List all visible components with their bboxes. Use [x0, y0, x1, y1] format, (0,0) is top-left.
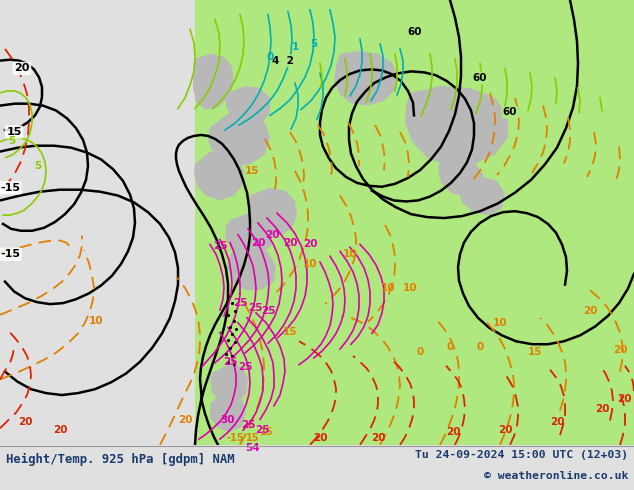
Text: 25: 25 [241, 420, 256, 430]
Text: 0: 0 [446, 342, 453, 352]
Text: 20: 20 [53, 425, 67, 435]
Text: 20: 20 [18, 417, 32, 427]
Text: 20: 20 [583, 306, 597, 316]
Polygon shape [226, 86, 270, 125]
Text: 20: 20 [595, 404, 609, 414]
Text: 10: 10 [381, 283, 395, 294]
Text: 20: 20 [612, 345, 627, 355]
Text: 5: 5 [311, 39, 318, 49]
Text: 4  2: 4 2 [272, 56, 294, 66]
Polygon shape [405, 86, 508, 166]
Text: 0: 0 [266, 52, 274, 62]
Polygon shape [334, 51, 398, 106]
Text: 10: 10 [303, 259, 317, 269]
Text: 25: 25 [261, 306, 275, 316]
Text: 60: 60 [473, 73, 488, 83]
Polygon shape [248, 188, 297, 236]
Text: 20: 20 [371, 433, 385, 443]
Polygon shape [228, 246, 276, 291]
Text: 20: 20 [15, 63, 30, 74]
Text: 20: 20 [283, 238, 297, 247]
Text: 25: 25 [233, 298, 247, 308]
Text: 5: 5 [8, 136, 16, 146]
Polygon shape [458, 176, 505, 215]
Polygon shape [225, 213, 272, 257]
Text: 20: 20 [178, 416, 192, 425]
Text: 15: 15 [246, 433, 260, 443]
Text: 15: 15 [527, 347, 542, 357]
Text: -15: -15 [226, 433, 243, 443]
Text: 20: 20 [265, 230, 279, 240]
Polygon shape [194, 151, 244, 200]
Text: 25: 25 [248, 303, 262, 313]
Polygon shape [193, 54, 234, 110]
Text: 15: 15 [6, 127, 22, 137]
Text: -15: -15 [0, 183, 20, 193]
Text: 30: 30 [221, 416, 235, 425]
Text: 0: 0 [476, 342, 484, 352]
Text: 15: 15 [260, 427, 274, 437]
Polygon shape [195, 0, 634, 445]
Text: 20: 20 [251, 238, 265, 247]
Text: -15: -15 [0, 249, 20, 259]
Text: 5: 5 [34, 161, 42, 171]
Text: 20: 20 [446, 427, 460, 437]
Text: 25: 25 [213, 242, 227, 251]
Text: Tu 24-09-2024 15:00 UTC (12+03): Tu 24-09-2024 15:00 UTC (12+03) [415, 450, 628, 460]
Polygon shape [210, 391, 246, 432]
Text: Height/Temp. 925 hPa [gdpm] NAM: Height/Temp. 925 hPa [gdpm] NAM [6, 453, 235, 466]
Text: 15: 15 [283, 327, 297, 338]
Text: 20: 20 [498, 425, 512, 435]
Text: 10: 10 [403, 283, 417, 294]
Text: 25: 25 [238, 362, 252, 372]
Text: 25: 25 [223, 357, 237, 367]
Text: 20: 20 [617, 394, 631, 404]
Text: 20: 20 [550, 417, 564, 427]
Text: 60: 60 [503, 107, 517, 118]
Polygon shape [208, 112, 270, 166]
Text: 60: 60 [408, 27, 422, 37]
Text: 25: 25 [255, 425, 269, 435]
Text: 10: 10 [89, 316, 103, 326]
Text: 54: 54 [245, 443, 259, 453]
Text: 10: 10 [493, 318, 507, 328]
Text: 1: 1 [292, 42, 299, 52]
Polygon shape [0, 0, 195, 445]
Text: 20: 20 [313, 433, 327, 443]
Text: 0: 0 [417, 347, 424, 357]
Polygon shape [438, 156, 483, 196]
Text: © weatheronline.co.uk: © weatheronline.co.uk [484, 471, 628, 481]
Text: 15: 15 [245, 166, 259, 176]
Text: 10: 10 [343, 249, 357, 259]
Polygon shape [210, 364, 248, 403]
Text: 20: 20 [303, 240, 317, 249]
